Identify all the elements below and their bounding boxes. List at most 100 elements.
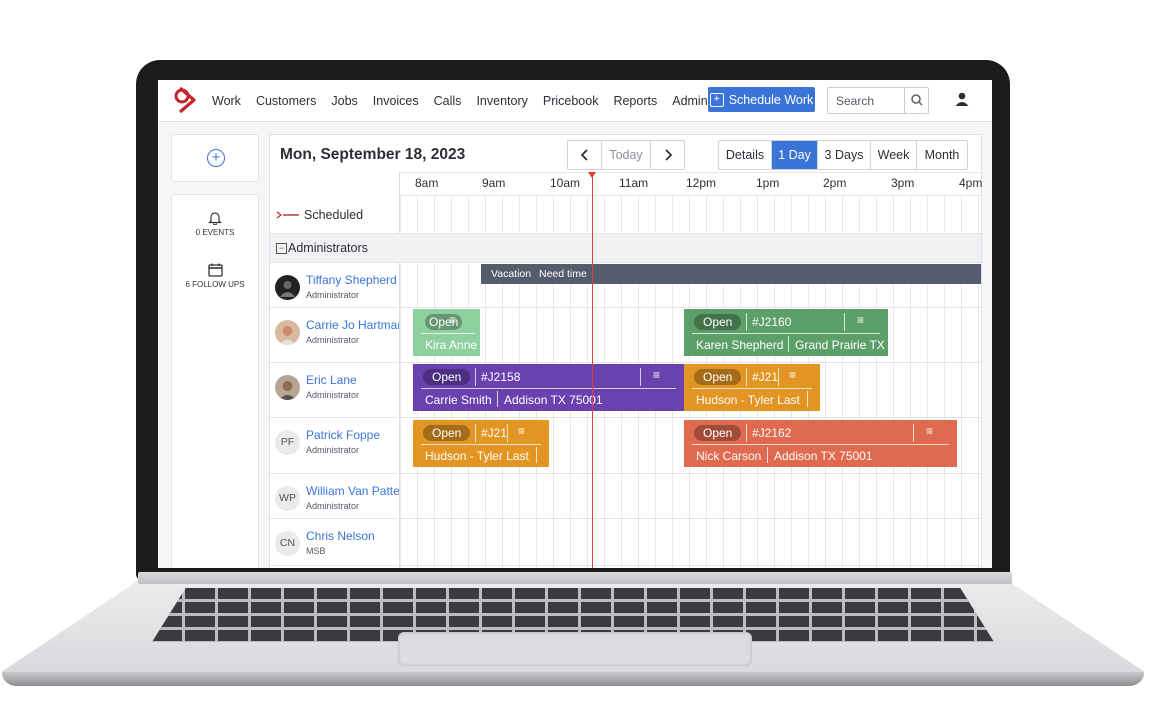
search-icon [911, 94, 923, 106]
app-screen: Work Customers Jobs Invoices Calls Inven… [158, 80, 992, 568]
job-card[interactable]: Open #J2160 ≡ Karen Shepherd Grand Prair… [684, 309, 888, 356]
divider [475, 424, 476, 442]
divider [788, 336, 789, 352]
technician-name[interactable]: Carrie Jo Hartman [306, 318, 399, 332]
job-customer: Hudson - Tyler Last [425, 449, 529, 463]
status-pill: Open [694, 425, 742, 441]
row-divider [270, 565, 981, 566]
divider [692, 444, 949, 445]
add-event-card[interactable]: + [171, 134, 259, 182]
dispatch-calendar: Mon, September 18, 2023 Today Details 1 … [269, 134, 982, 568]
vacation-note: Need time [539, 268, 587, 280]
brand-logo-icon[interactable] [174, 85, 200, 115]
nav-invoices[interactable]: Invoices [372, 93, 419, 108]
nav-pricebook[interactable]: Pricebook [542, 93, 599, 108]
scheduled-logo-icon [276, 211, 299, 219]
divider [778, 368, 779, 386]
row-divider [270, 417, 981, 418]
technician-name[interactable]: Eric Lane [306, 373, 357, 387]
divider [475, 368, 476, 386]
follow-ups-block[interactable]: 6 FOLLOW UPS [172, 263, 258, 289]
nav-jobs[interactable]: Jobs [331, 93, 358, 108]
status-pill: Open [423, 369, 471, 385]
job-card[interactable]: Open #J21 ≡ Hudson - Tyler Last [684, 364, 820, 411]
technician-row: Tiffany Shepherd Administrator [270, 263, 399, 317]
technician-row: PF Patrick Foppe Administrator [270, 418, 399, 472]
chevron-right-icon [664, 149, 672, 161]
view-month-button[interactable]: Month [924, 148, 960, 162]
laptop-base [2, 572, 1144, 692]
view-3-days-button[interactable]: 3 Days [818, 141, 871, 169]
collapse-icon[interactable]: − [276, 243, 287, 254]
job-address: Grand Prairie TX [795, 338, 885, 352]
divider [421, 388, 676, 389]
menu-icon[interactable]: ≡ [449, 313, 457, 327]
hour-label: 9am [482, 176, 506, 190]
next-day-button[interactable] [651, 141, 684, 169]
hour-label: 1pm [756, 176, 780, 190]
technician-row: CN Chris Nelson MSB [270, 519, 399, 568]
divider [421, 444, 541, 445]
menu-icon[interactable]: ≡ [518, 424, 526, 438]
technician-name[interactable]: Tiffany Shepherd [306, 273, 397, 287]
today-button[interactable]: Today [602, 141, 651, 169]
technician-name[interactable]: Chris Nelson [306, 529, 375, 543]
job-number: #J2158 [481, 370, 521, 384]
technician-row: Carrie Jo Hartman Administrator [270, 308, 399, 362]
job-card[interactable]: Open #J2158 ≡ Carrie Smith Addison TX 75… [413, 364, 684, 411]
nav-admin[interactable]: Admin [672, 93, 708, 108]
schedule-work-button[interactable]: + Schedule Work [708, 87, 815, 112]
chevron-left-icon [580, 149, 588, 161]
search-button[interactable] [904, 88, 929, 113]
nav-reports[interactable]: Reports [613, 93, 658, 108]
menu-icon[interactable]: ≡ [926, 424, 934, 438]
hour-label: 3pm [891, 176, 915, 190]
nav-work[interactable]: Work [212, 93, 241, 108]
prev-day-button[interactable] [568, 141, 602, 169]
avatar [275, 275, 300, 300]
divider [746, 424, 747, 442]
view-details-button[interactable]: Details [719, 141, 772, 169]
divider [692, 333, 880, 334]
nav-calls[interactable]: Calls [433, 93, 462, 108]
follow-ups-count: 6 FOLLOW UPS [185, 280, 245, 289]
technician-name[interactable]: William Van Patten [306, 484, 399, 498]
avatar [275, 375, 300, 400]
search-input[interactable]: Search [827, 87, 929, 114]
job-customer: Carrie Smith [425, 393, 492, 407]
user-icon[interactable] [954, 91, 970, 107]
administrators-group-row [270, 234, 981, 262]
divider [421, 333, 475, 334]
job-number: #J21 [752, 370, 779, 384]
row-divider [270, 362, 981, 363]
job-card[interactable]: Open #J2162 ≡ Nick Carson Addison TX 750… [684, 420, 957, 467]
job-card[interactable]: Open #J21 ≡ Hudson - Tyler Last [413, 420, 549, 467]
technician-column [270, 172, 400, 568]
avatar: CN [275, 531, 300, 556]
events-block[interactable]: 0 EVENTS [172, 210, 258, 237]
row-divider [270, 233, 981, 234]
vacation-label: Vacation [491, 268, 532, 280]
job-number: #J21 [481, 426, 508, 440]
hour-label: 11am [619, 176, 649, 190]
divider [497, 391, 498, 407]
hour-label: 8am [415, 176, 439, 190]
avatar-photo-icon [280, 281, 295, 297]
add-circle-icon[interactable]: + [207, 149, 225, 167]
job-card[interactable]: Open ≡ Kira Anne [413, 309, 480, 356]
nav-inventory[interactable]: Inventory [476, 93, 528, 108]
job-number: #J2160 [752, 315, 792, 329]
vacation-block[interactable]: Vacation Need time [481, 264, 981, 284]
view-1-day-button[interactable]: 1 Day [772, 141, 818, 169]
technician-name[interactable]: Patrick Foppe [306, 428, 381, 442]
nav-customers[interactable]: Customers [255, 93, 317, 108]
hour-label: 4pm [959, 176, 983, 190]
row-divider [270, 307, 981, 308]
view-week-button[interactable]: Week [871, 141, 917, 169]
menu-icon[interactable]: ≡ [857, 313, 865, 327]
divider [807, 391, 808, 407]
hour-label: 10am [550, 176, 581, 190]
menu-icon[interactable]: ≡ [653, 368, 661, 382]
menu-icon[interactable]: ≡ [789, 368, 797, 382]
divider [536, 447, 537, 463]
